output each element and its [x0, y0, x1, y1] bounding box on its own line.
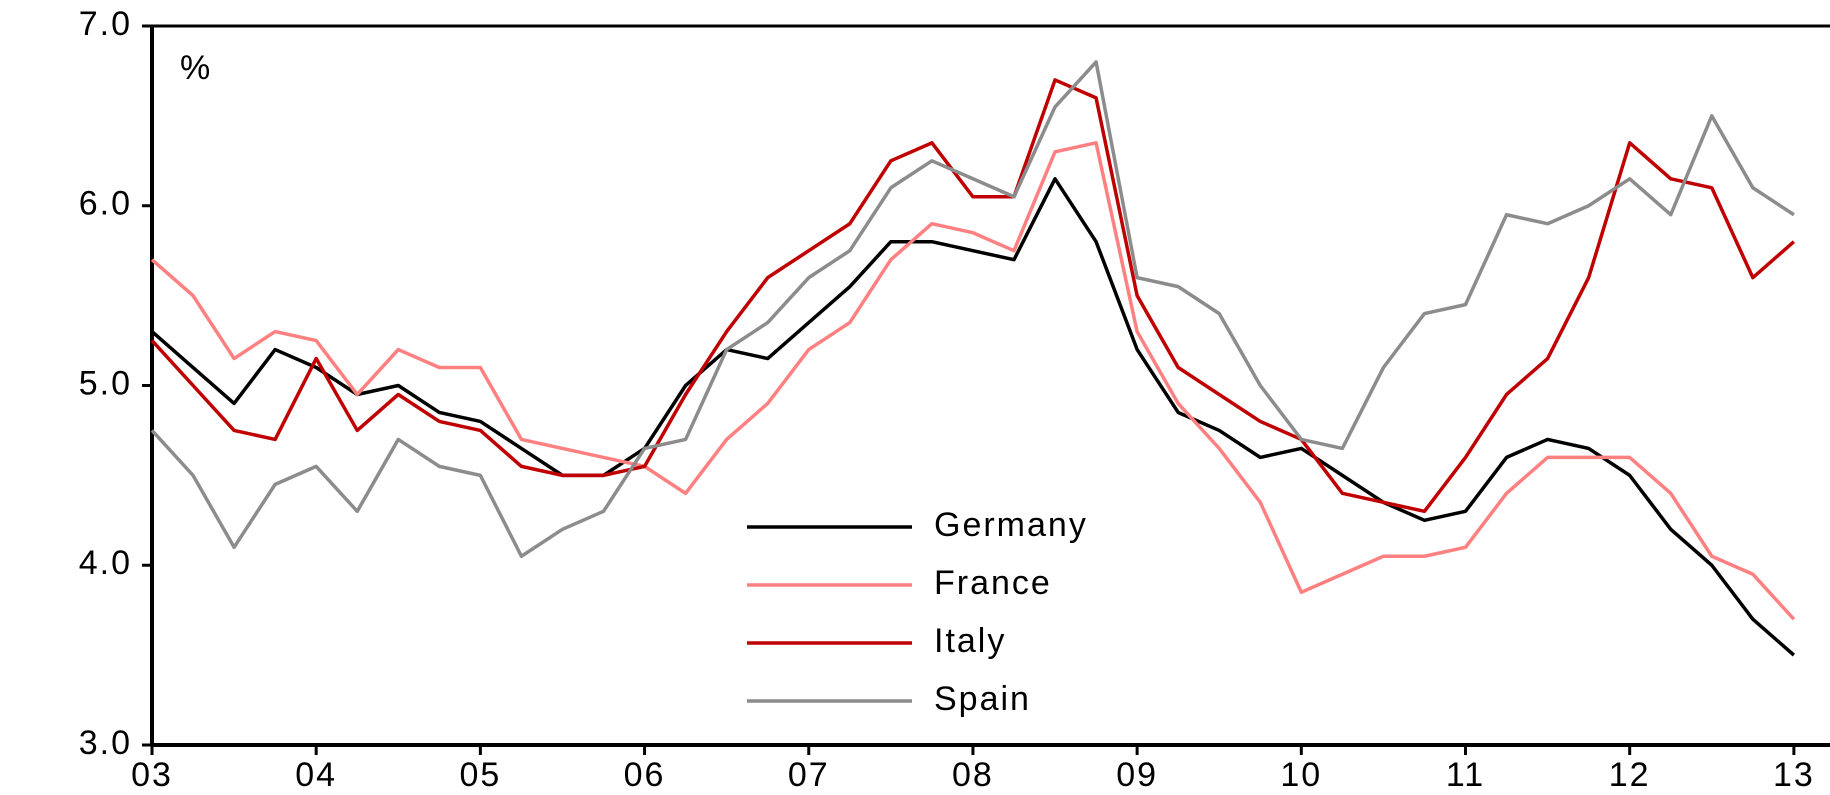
x-tick-label: 11 [1446, 756, 1485, 794]
x-tick-label: 05 [459, 756, 501, 794]
unit-label: % [180, 49, 212, 87]
x-tick-label: 13 [1773, 756, 1815, 794]
x-tick-label: 08 [952, 756, 994, 794]
x-tick-label: 09 [1116, 756, 1158, 794]
series-line [150, 177, 1796, 657]
x-tick-label: 12 [1609, 756, 1651, 794]
x-tick-label: 04 [295, 756, 337, 794]
series-line [150, 60, 1795, 559]
series-line [150, 78, 1796, 514]
x-tick-label: 06 [624, 756, 666, 794]
y-tick-label: 5.0 [79, 364, 132, 402]
legend-label: Germany [934, 506, 1088, 544]
y-tick-label: 4.0 [79, 544, 132, 582]
legend-label: France [934, 564, 1052, 602]
legend-label: Italy [934, 622, 1006, 660]
legend-label: Spain [934, 680, 1031, 718]
x-tick-label: 10 [1280, 756, 1322, 794]
y-tick-label: 7.0 [79, 5, 132, 43]
x-tick-label: 07 [788, 756, 830, 794]
y-tick-label: 3.0 [79, 724, 132, 762]
series-line [150, 141, 1796, 621]
y-tick-label: 6.0 [79, 185, 132, 223]
x-tick-label: 03 [131, 756, 173, 794]
